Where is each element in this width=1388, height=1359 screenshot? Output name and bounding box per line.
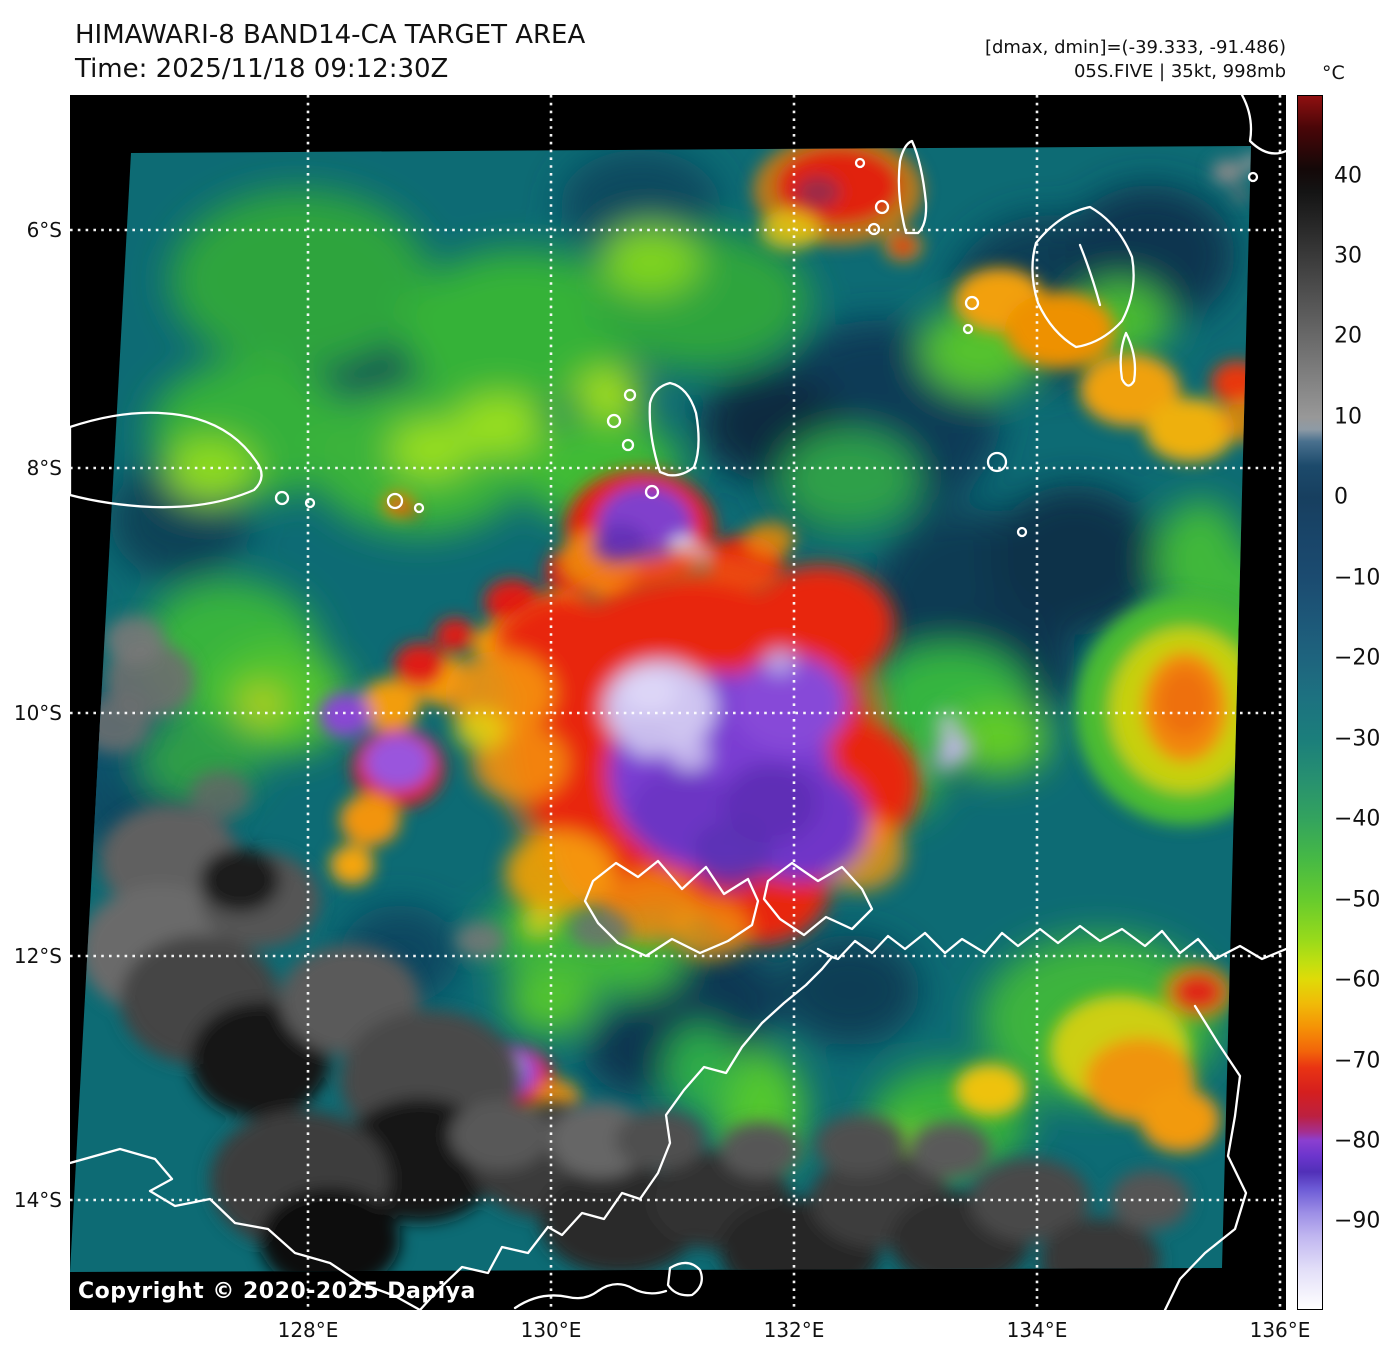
colorbar-tick: −40 (1334, 806, 1381, 832)
dmax-dmin-annotation: [dmax, dmin]=(-39.333, -91.486) (984, 37, 1286, 58)
colorbar-tick: −20 (1334, 645, 1381, 671)
colorbar-tick: −90 (1334, 1208, 1381, 1234)
lon-axis-tick: 130°E (520, 1318, 582, 1342)
lon-axis-tick: 128°E (277, 1318, 339, 1342)
colorbar-unit-label: °C (1322, 62, 1345, 84)
colorbar-tick: −80 (1334, 1128, 1381, 1154)
satellite-map: Copyright © 2020-2025 Dapiya (70, 95, 1286, 1310)
storm-info-annotation: 05S.FIVE | 35kt, 998mb (1073, 61, 1286, 82)
colorbar-tick: −10 (1334, 565, 1381, 591)
header-annotations: [dmax, dmin]=(-39.333, -91.486) 05S.FIVE… (985, 36, 1286, 84)
gray-low-cloud (80, 154, 1251, 1272)
colorbar-tick: 40 (1334, 163, 1362, 188)
colorbar-tick: −60 (1334, 967, 1381, 993)
colorbar-tick: −70 (1334, 1048, 1381, 1073)
lat-axis-tick: 6°S (26, 218, 62, 242)
satellite-data-swath (70, 146, 1251, 1272)
lat-axis-tick: 10°S (13, 701, 62, 725)
colorbar (1297, 95, 1323, 1310)
colorbar-tick: 0 (1334, 484, 1348, 510)
page-title: HIMAWARI-8 BAND14-CA TARGET AREA (75, 20, 586, 50)
satellite-image (70, 95, 1286, 1310)
lat-axis-tick: 8°S (26, 456, 62, 480)
lon-axis-tick: 136°E (1249, 1318, 1311, 1342)
colorbar-tick: −30 (1334, 726, 1381, 752)
timestamp: Time: 2025/11/18 09:12:30Z (75, 54, 449, 84)
lon-axis-tick: 132°E (763, 1318, 825, 1342)
lat-axis-tick: 14°S (13, 1188, 62, 1212)
page-title-block: HIMAWARI-8 BAND14-CA TARGET AREA Time: 20… (75, 18, 585, 86)
colorbar-tick: −50 (1334, 887, 1381, 913)
colorbar-tick: 30 (1334, 243, 1362, 269)
coastlines (70, 95, 1286, 1310)
colorbar-tick: 10 (1334, 404, 1362, 430)
colorbar-tick: 20 (1334, 323, 1362, 349)
lat-axis-tick: 12°S (13, 944, 62, 968)
copyright-label: Copyright © 2020-2025 Dapiya (78, 1279, 476, 1304)
lon-axis-tick: 134°E (1006, 1318, 1068, 1342)
